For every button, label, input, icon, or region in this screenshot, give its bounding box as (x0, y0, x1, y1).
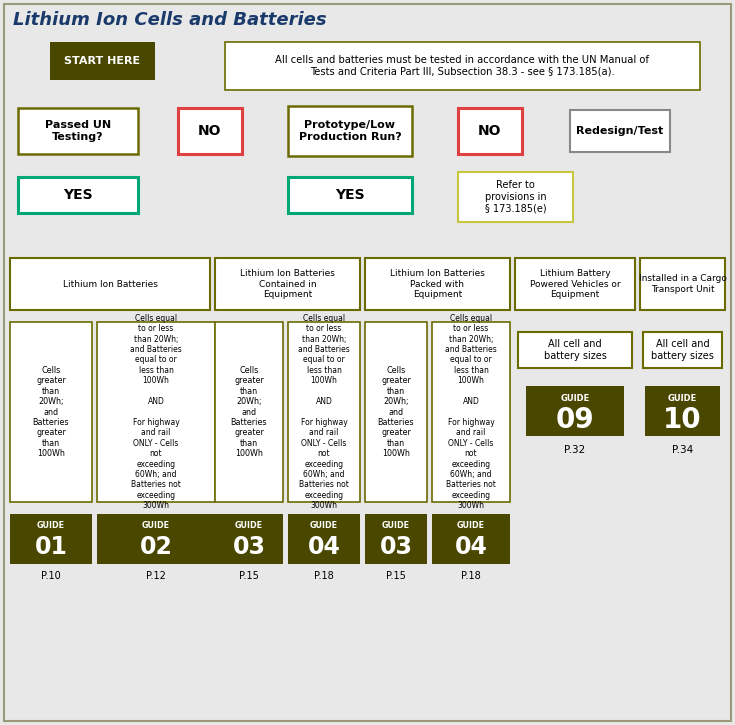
Text: Lithium Ion Cells and Batteries: Lithium Ion Cells and Batteries (13, 11, 326, 29)
FancyBboxPatch shape (50, 42, 155, 80)
FancyBboxPatch shape (458, 108, 522, 154)
FancyBboxPatch shape (18, 108, 138, 154)
FancyBboxPatch shape (97, 322, 215, 502)
Text: 10: 10 (663, 406, 702, 434)
FancyBboxPatch shape (288, 322, 360, 502)
FancyBboxPatch shape (365, 322, 427, 502)
FancyBboxPatch shape (225, 42, 700, 90)
Text: Cells equal
to or less
than 20Wh;
and Batteries
equal to or
less than
100Wh

AND: Cells equal to or less than 20Wh; and Ba… (130, 314, 182, 510)
Text: GUIDE: GUIDE (142, 521, 170, 529)
Text: YES: YES (335, 188, 365, 202)
Text: GUIDE: GUIDE (382, 521, 410, 529)
Text: GUIDE: GUIDE (457, 521, 485, 529)
Text: NO: NO (478, 124, 502, 138)
Text: All cell and
battery sizes: All cell and battery sizes (651, 339, 714, 361)
Text: Lithium Ion Batteries: Lithium Ion Batteries (62, 280, 157, 289)
Text: Cells
greater
than
20Wh;
and
Batteries
greater
than
100Wh: Cells greater than 20Wh; and Batteries g… (231, 366, 268, 458)
FancyBboxPatch shape (215, 322, 283, 502)
FancyBboxPatch shape (10, 514, 92, 564)
Text: P.32: P.32 (564, 445, 586, 455)
FancyBboxPatch shape (288, 106, 412, 156)
FancyBboxPatch shape (215, 258, 360, 310)
FancyBboxPatch shape (10, 322, 92, 502)
Text: Lithium Ion Batteries
Contained in
Equipment: Lithium Ion Batteries Contained in Equip… (240, 269, 335, 299)
Text: 01: 01 (35, 535, 68, 559)
Text: Cells equal
to or less
than 20Wh;
and Batteries
equal to or
less than
100Wh

AND: Cells equal to or less than 20Wh; and Ba… (298, 314, 350, 510)
Text: Prototype/Low
Production Run?: Prototype/Low Production Run? (298, 120, 401, 142)
Text: Refer to
provisions in
§ 173.185(e): Refer to provisions in § 173.185(e) (484, 181, 546, 214)
Text: 04: 04 (454, 535, 487, 559)
FancyBboxPatch shape (288, 514, 360, 564)
FancyBboxPatch shape (643, 332, 722, 368)
Text: P.34: P.34 (672, 445, 693, 455)
FancyBboxPatch shape (365, 258, 510, 310)
FancyBboxPatch shape (215, 514, 283, 564)
Text: GUIDE: GUIDE (37, 521, 65, 529)
FancyBboxPatch shape (178, 108, 242, 154)
FancyBboxPatch shape (432, 514, 510, 564)
Text: 03: 03 (379, 535, 412, 559)
FancyBboxPatch shape (640, 258, 725, 310)
Text: GUIDE: GUIDE (668, 394, 697, 402)
Text: Cells
greater
than
20Wh;
and
Batteries
greater
than
100Wh: Cells greater than 20Wh; and Batteries g… (378, 366, 415, 458)
Text: Lithium Ion Batteries
Packed with
Equipment: Lithium Ion Batteries Packed with Equipm… (390, 269, 485, 299)
FancyBboxPatch shape (518, 332, 632, 368)
Text: P.10: P.10 (41, 571, 61, 581)
Text: GUIDE: GUIDE (560, 394, 589, 402)
Text: 09: 09 (556, 406, 595, 434)
Text: Lithium Battery
Powered Vehicles or
Equipment: Lithium Battery Powered Vehicles or Equi… (530, 269, 620, 299)
Text: P.18: P.18 (461, 571, 481, 581)
Text: P.12: P.12 (146, 571, 166, 581)
Text: P.15: P.15 (386, 571, 406, 581)
Text: 04: 04 (307, 535, 340, 559)
Text: Installed in a Cargo
Transport Unit: Installed in a Cargo Transport Unit (639, 274, 726, 294)
Text: Cells
greater
than
20Wh;
and
Batteries
greater
than
100Wh: Cells greater than 20Wh; and Batteries g… (33, 366, 69, 458)
FancyBboxPatch shape (432, 322, 510, 502)
Text: All cell and
battery sizes: All cell and battery sizes (544, 339, 606, 361)
Text: GUIDE: GUIDE (310, 521, 338, 529)
FancyBboxPatch shape (18, 177, 138, 213)
FancyBboxPatch shape (97, 514, 215, 564)
FancyBboxPatch shape (4, 4, 731, 721)
FancyBboxPatch shape (515, 258, 635, 310)
FancyBboxPatch shape (458, 172, 573, 222)
FancyBboxPatch shape (10, 258, 210, 310)
Text: Passed UN
Testing?: Passed UN Testing? (45, 120, 111, 142)
Text: Redesign/Test: Redesign/Test (576, 126, 664, 136)
Text: All cells and batteries must be tested in accordance with the UN Manual of
Tests: All cells and batteries must be tested i… (275, 55, 649, 77)
FancyBboxPatch shape (526, 386, 624, 436)
Text: P.15: P.15 (239, 571, 259, 581)
Text: 02: 02 (140, 535, 173, 559)
Text: 03: 03 (232, 535, 265, 559)
FancyBboxPatch shape (288, 177, 412, 213)
Text: NO: NO (198, 124, 222, 138)
Text: GUIDE: GUIDE (235, 521, 263, 529)
Text: START HERE: START HERE (64, 56, 140, 66)
FancyBboxPatch shape (645, 386, 720, 436)
Text: P.18: P.18 (314, 571, 334, 581)
FancyBboxPatch shape (365, 514, 427, 564)
Text: YES: YES (63, 188, 93, 202)
FancyBboxPatch shape (570, 110, 670, 152)
Text: Cells equal
to or less
than 20Wh;
and Batteries
equal to or
less than
100Wh

AND: Cells equal to or less than 20Wh; and Ba… (445, 314, 497, 510)
